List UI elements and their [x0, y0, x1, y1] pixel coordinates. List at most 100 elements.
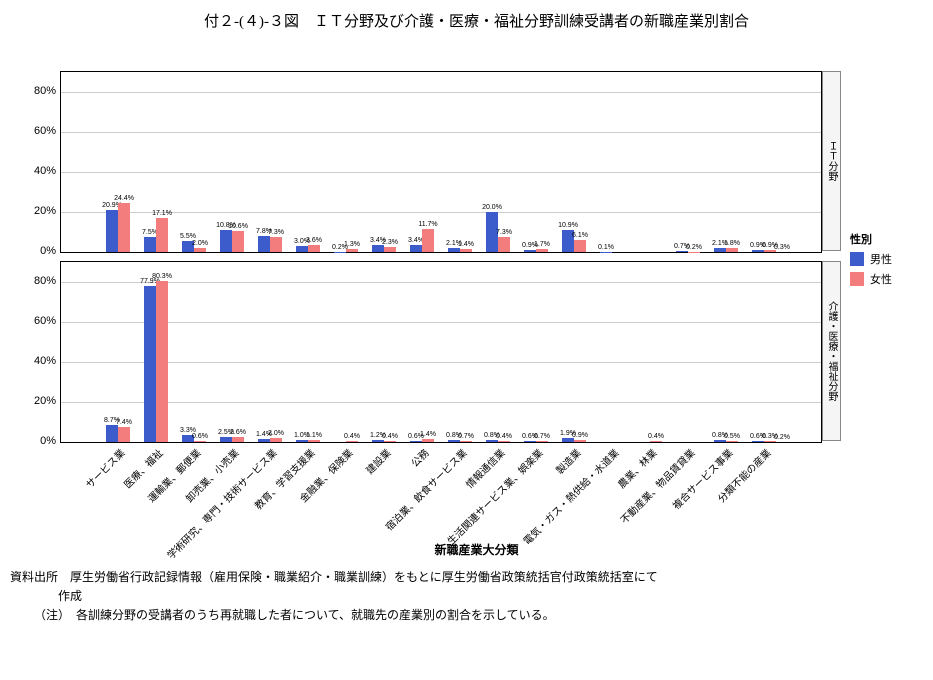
bar: [220, 230, 232, 252]
bar: [106, 425, 118, 442]
bar-label: 0.4%: [382, 433, 398, 440]
bar: [258, 439, 270, 442]
bar: [726, 441, 738, 442]
bar: [296, 440, 308, 442]
bar: [308, 440, 320, 442]
x-label: サービス業: [82, 445, 128, 491]
bar-label: 0.7%: [534, 433, 550, 440]
x-label: 公務: [407, 445, 432, 470]
bar-label: 6.1%: [572, 232, 588, 239]
bar: [422, 229, 434, 252]
bar: [118, 427, 130, 442]
bar-label: 7.3%: [496, 229, 512, 236]
bar-label: 3.6%: [306, 237, 322, 244]
bar: [498, 441, 510, 442]
bar-label: 5.5%: [180, 233, 196, 240]
bar-label: 2.6%: [230, 429, 246, 436]
bar: [232, 437, 244, 442]
bar: [346, 249, 358, 252]
legend-item: 女性: [850, 271, 892, 287]
bar-label: 7.3%: [268, 229, 284, 236]
y-tick: 0%: [10, 435, 56, 447]
bar: [384, 247, 396, 252]
panel-0: 20.9%24.4%7.5%17.1%5.5%2.0%10.8%10.6%7.8…: [60, 71, 822, 253]
bar-label: 0.4%: [648, 433, 664, 440]
bar-label: 24.4%: [114, 195, 134, 202]
bar: [144, 286, 156, 442]
bar: [308, 245, 320, 252]
bar: [194, 441, 206, 442]
footer-source: 資料出所 厚生労働省行政記録情報（雇用保険・職業紹介・職業訓練）をもとに厚生労働…: [10, 568, 933, 587]
bar-label: 20.0%: [482, 204, 502, 211]
grid-line: [61, 212, 821, 213]
grid-line: [61, 402, 821, 403]
bar: [220, 437, 232, 442]
bar: [346, 441, 358, 442]
bar-label: 0.7%: [458, 433, 474, 440]
legend-swatch: [850, 252, 864, 266]
legend-title: 性別: [850, 231, 892, 247]
bar: [156, 218, 168, 252]
legend-label: 男性: [870, 251, 892, 267]
bar-label: 2.3%: [382, 239, 398, 246]
bar-label: 10.6%: [228, 223, 248, 230]
bar: [714, 440, 726, 442]
bar: [574, 240, 586, 252]
bar: [498, 237, 510, 252]
bar-label: 1.4%: [420, 431, 436, 438]
bar: [448, 440, 460, 442]
bar-label: 17.1%: [152, 210, 172, 217]
footer-source-cont: 作成: [58, 587, 933, 606]
bar-label: 1.4%: [458, 241, 474, 248]
grid-line: [61, 282, 821, 283]
bar: [410, 245, 422, 252]
panel-label: 介護・医療・福祉分野: [822, 261, 841, 441]
y-tick: 80%: [10, 275, 56, 287]
y-tick: 80%: [10, 85, 56, 97]
y-tick: 60%: [10, 315, 56, 327]
legend-swatch: [850, 272, 864, 286]
bar: [676, 251, 688, 252]
bar: [448, 248, 460, 252]
bar-label: 0.5%: [724, 433, 740, 440]
bar-label: 0.4%: [496, 433, 512, 440]
bar: [536, 249, 548, 252]
y-tick: 40%: [10, 355, 56, 367]
bar: [752, 441, 764, 442]
bar: [524, 441, 536, 442]
bar: [106, 210, 118, 252]
grid-line: [61, 172, 821, 173]
bar: [194, 248, 206, 252]
panel-1: 8.7%7.4%77.9%80.3%3.3%0.6%2.5%2.6%1.4%2.…: [60, 261, 822, 443]
bar: [486, 440, 498, 442]
bar-label: 1.7%: [534, 241, 550, 248]
bar: [574, 440, 586, 442]
bar: [524, 250, 536, 252]
bar-label-extra: 0.2%: [774, 434, 790, 441]
x-label: 建設業: [362, 445, 394, 477]
bar: [144, 237, 156, 252]
bar: [726, 248, 738, 252]
bar: [156, 281, 168, 442]
grid-line: [61, 92, 821, 93]
bar-label: 2.0%: [192, 240, 208, 247]
bar-label: 2.0%: [268, 430, 284, 437]
legend: 性別男性女性: [850, 231, 892, 291]
bar-label: 7.4%: [116, 419, 132, 426]
bar-label: 0.4%: [344, 433, 360, 440]
footer: 資料出所 厚生労働省行政記録情報（雇用保険・職業紹介・職業訓練）をもとに厚生労働…: [10, 568, 933, 626]
bar: [270, 237, 282, 252]
y-tick: 60%: [10, 125, 56, 137]
bar: [460, 249, 472, 252]
grid-line: [61, 362, 821, 363]
bar: [764, 441, 776, 442]
bar-label: 0.9%: [572, 432, 588, 439]
chart-title: 付２-(４)-３図 ＩＴ分野及び介護・医療・福祉分野訓練受講者の新職産業別割合: [10, 10, 933, 31]
bar: [258, 236, 270, 252]
bar: [384, 441, 396, 442]
bar-label: 10.9%: [558, 222, 578, 229]
bar-label: 0.6%: [192, 433, 208, 440]
bar-label: 1.1%: [306, 432, 322, 439]
bar: [460, 441, 472, 442]
bar-label: 0.1%: [598, 244, 614, 251]
